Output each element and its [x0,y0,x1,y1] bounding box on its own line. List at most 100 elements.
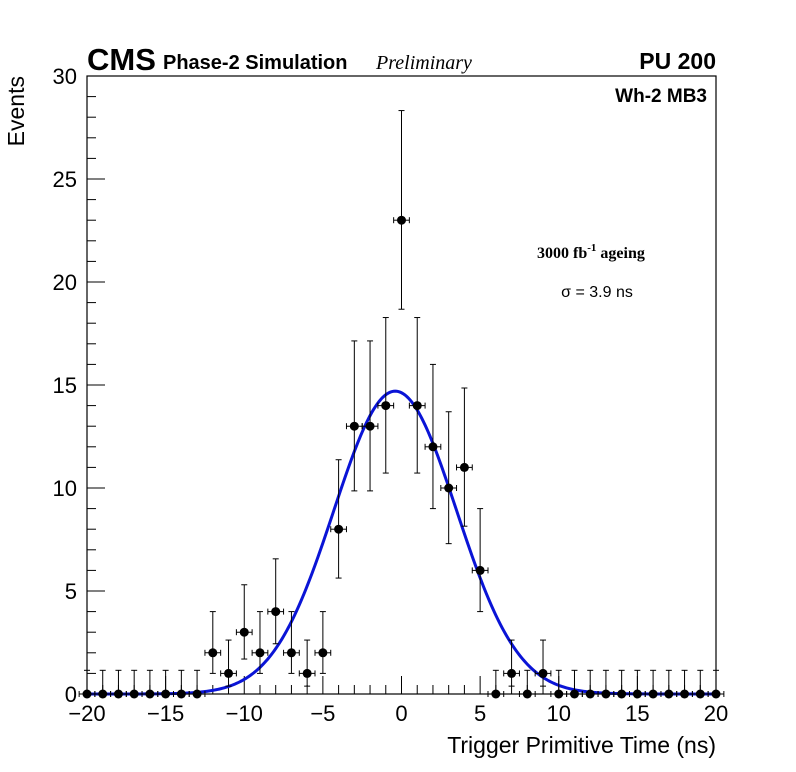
data-point [440,411,458,545]
ageing-exponent: -1 [587,242,596,254]
pileup-label: PU 200 [639,48,716,74]
data-point [78,669,96,699]
x-axis-title: Trigger Primitive Time (ns) [447,732,716,758]
data-marker [255,648,265,658]
data-point [141,669,159,699]
x-tick-label: −5 [310,701,335,726]
data-marker [145,689,155,699]
data-marker [224,668,234,678]
x-tick-label: 20 [704,701,728,726]
data-marker [617,689,627,699]
data-marker [318,648,328,658]
data-marker [585,689,595,699]
data-marker [334,524,344,534]
data-point [377,317,395,474]
data-point [597,669,615,699]
preliminary-label: Preliminary [375,52,472,74]
data-point [361,340,379,492]
data-marker [412,401,422,411]
ageing-annotation: 3000 fb-1 ageing [537,242,645,262]
data-point [644,669,662,699]
x-tick-label: −10 [226,701,263,726]
data-point [503,639,520,687]
data-point [660,669,678,699]
x-tick-label: 5 [474,701,486,726]
data-marker [161,689,171,699]
data-point [283,611,300,674]
data-marker [444,483,454,493]
data-point [220,639,237,687]
data-marker [82,689,92,699]
data-point [157,669,174,699]
data-marker [648,689,658,699]
data-point [691,669,709,699]
data-point [314,611,332,674]
data-marker [192,689,202,699]
data-marker [632,689,642,699]
data-point [487,669,505,699]
data-point [424,363,442,510]
data-point [393,110,410,310]
gaussian-fit-line [87,389,716,696]
data-marker [459,462,469,472]
data-marker [113,689,123,699]
data-marker [695,689,705,699]
data-marker [507,668,517,678]
data-point [125,669,143,699]
points-layer [78,110,725,699]
data-marker [554,689,564,699]
y-tick-label: 30 [53,64,77,89]
x-tick-label: −15 [147,701,184,726]
data-point [566,669,583,699]
data-marker [302,668,312,678]
data-marker [475,565,485,575]
data-point [235,584,253,660]
data-point [172,669,190,699]
data-marker [428,442,438,452]
data-marker [522,689,532,699]
x-tick-label: −20 [68,701,105,726]
fit-layer [87,389,716,696]
data-marker [286,648,296,658]
cms-label: CMS [87,42,156,77]
y-tick-label: 20 [53,270,77,295]
data-marker [538,668,548,678]
y-tick-label: 25 [53,167,77,192]
ageing-suffix: ageing [596,245,644,262]
data-marker [664,689,674,699]
data-point [613,669,631,699]
y-tick-label: 10 [53,476,77,501]
y-tick-label: 0 [65,682,77,707]
data-marker [397,215,406,225]
simulation-label: Phase-2 Simulation [163,52,348,74]
data-marker [711,689,721,699]
data-marker [601,689,611,699]
data-point [251,611,269,674]
x-tick-label: 15 [625,701,649,726]
data-point [267,558,285,645]
data-point [471,508,489,613]
tick-labels: −20 −15 −10 −5 0 5 10 15 20 0 5 10 15 20 25 30 [53,64,729,726]
y-tick-label: 5 [65,579,77,604]
data-point [581,669,599,699]
data-point [330,459,347,579]
data-marker [491,689,501,699]
data-marker [569,689,579,699]
data-marker [129,689,139,699]
data-marker [271,607,281,617]
data-marker [98,689,108,699]
data-point [204,611,222,674]
y-tick-label: 15 [53,373,77,398]
data-point [707,669,725,699]
x-tick-label: 10 [547,701,571,726]
data-point [534,639,552,687]
data-marker [680,689,690,699]
y-axis-title: Events [3,76,29,146]
data-point [110,669,127,699]
data-marker [349,421,359,431]
data-point [456,387,473,527]
sigma-annotation: σ = 3.9 ns [561,284,633,301]
x-tick-label: 0 [395,701,407,726]
data-marker [381,401,391,411]
